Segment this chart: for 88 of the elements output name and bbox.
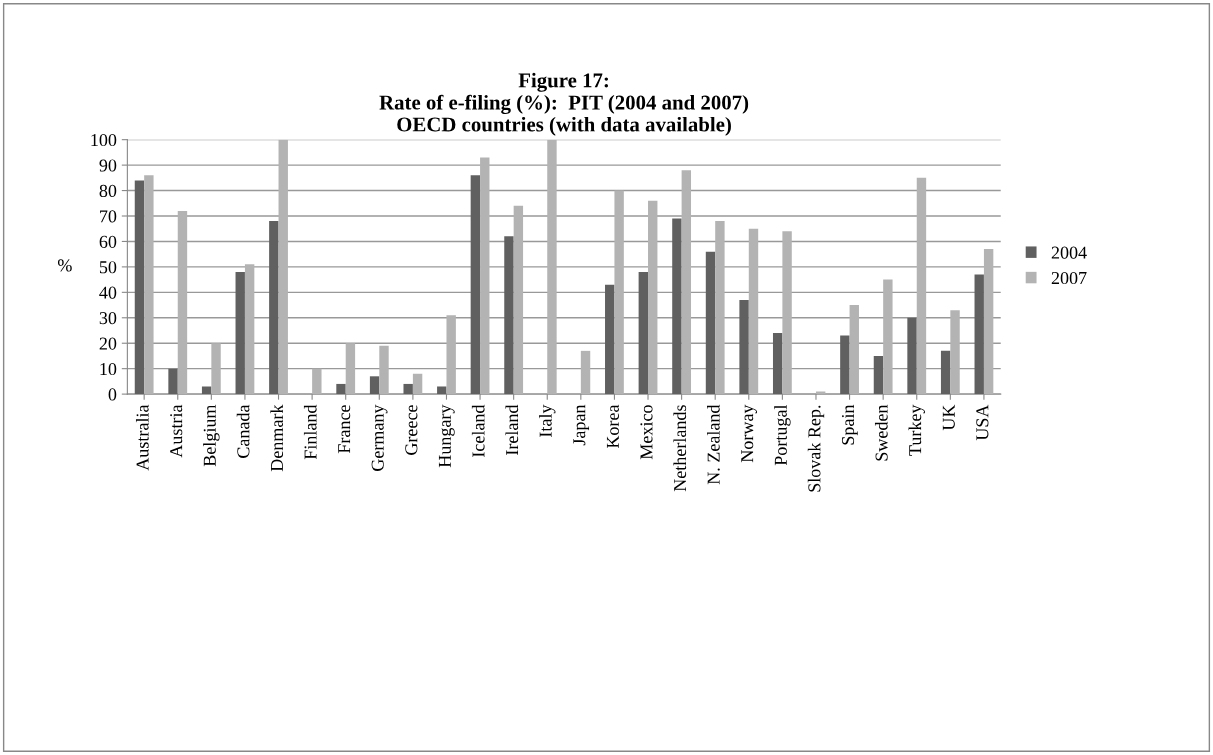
bar (950, 310, 960, 395)
y-tick-label: 50 (99, 261, 117, 274)
x-tick-label: Denmark (270, 404, 284, 472)
y-tick-label: 30 (99, 312, 117, 325)
bar (437, 386, 447, 395)
bar (177, 210, 188, 395)
x-tick-label: Belgium (203, 404, 220, 467)
bar (547, 139, 557, 395)
x-tick-label: France (338, 405, 351, 454)
x-tick-label: Norway (741, 404, 757, 463)
bar (403, 383, 413, 395)
bar (648, 200, 658, 395)
x-tick-label: Austria (170, 404, 183, 458)
bar (873, 355, 884, 395)
x-tick-label: UK (942, 404, 955, 431)
bar (379, 345, 389, 395)
x-tick-label: Japan (573, 404, 590, 446)
x-tick-label: Greece (405, 405, 418, 455)
y-tick-label: 20 (99, 337, 117, 350)
bar (412, 373, 423, 395)
bar (974, 274, 984, 395)
bar (681, 170, 692, 395)
y-tick-label: 80 (99, 184, 117, 197)
y-tick-label: 70 (100, 210, 117, 223)
x-tick-label: USA (976, 404, 989, 441)
bar (739, 299, 749, 395)
bar (336, 383, 346, 395)
bar (211, 343, 221, 395)
bar (614, 190, 624, 395)
x-tick-label: Hungary (438, 404, 455, 468)
y-tick-label: 60 (99, 235, 117, 248)
bar (244, 264, 255, 395)
x-tick-label: Australia (135, 404, 149, 471)
bar (983, 249, 994, 395)
bar (470, 175, 481, 395)
bar (134, 180, 145, 395)
bar (849, 305, 859, 395)
x-tick-label: Slovak Rep. (807, 405, 825, 492)
bar (235, 271, 245, 395)
bar (916, 177, 927, 395)
chart-title: Figure 17: Rate of e-filing (%): PIT (2004 and 2007) OECD countries (with data available) (379, 72, 749, 136)
bar (369, 376, 380, 395)
bar (883, 279, 893, 395)
bar (168, 368, 178, 395)
bar (278, 139, 288, 395)
x-tick-label: Canada (236, 404, 250, 458)
bar (782, 231, 792, 395)
x-tick-label: Iceland (471, 404, 485, 457)
x-tick-label: Netherlands (673, 405, 687, 492)
y-tick-label: 0 (108, 388, 117, 401)
y-tick-label: 10 (100, 362, 117, 376)
y-tick-label: 100 (91, 133, 117, 147)
bar (446, 315, 456, 395)
bar (480, 157, 490, 395)
bar (705, 251, 716, 395)
x-tick-label: Finland (303, 404, 317, 460)
bar (940, 350, 951, 395)
x-tick-label: Germany (371, 404, 388, 471)
x-tick-label: Sweden (874, 404, 888, 461)
bar (513, 205, 524, 395)
bar (312, 368, 322, 395)
bar (504, 236, 514, 395)
bar (840, 335, 850, 395)
x-tick-label: Mexico (640, 405, 653, 460)
bar (144, 175, 154, 395)
y-tick-label: 40 (99, 286, 117, 299)
x-tick-label: Portugal (774, 404, 791, 466)
bar (638, 271, 649, 395)
bar (907, 317, 917, 395)
bar (605, 284, 615, 395)
bar (201, 386, 212, 395)
y-tick-label: 90 (99, 159, 117, 172)
x-tick-label: Italy (539, 404, 556, 437)
x-tick-label: Turkey (908, 404, 925, 456)
x-tick-label: Spain (841, 404, 858, 445)
y-axis-title: % (57, 259, 72, 272)
bar (345, 343, 356, 395)
bar (748, 228, 759, 395)
bar (672, 218, 682, 395)
bar (580, 350, 591, 395)
x-tick-label: Ireland (505, 404, 519, 455)
bar (772, 333, 783, 395)
legend-label: 2004 (1051, 246, 1087, 259)
bar (715, 221, 725, 395)
legend-label: 2007 (1051, 271, 1087, 285)
x-tick-label: N. Zealand (707, 404, 720, 485)
bar (269, 221, 279, 395)
x-tick-label: Korea (606, 404, 619, 449)
